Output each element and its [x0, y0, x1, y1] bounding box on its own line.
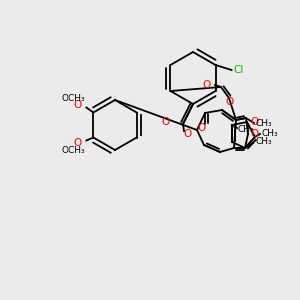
Text: OCH₃: OCH₃ — [61, 146, 85, 155]
Text: O: O — [250, 117, 258, 127]
Text: O: O — [162, 117, 170, 127]
Text: O: O — [197, 123, 205, 133]
Text: O: O — [225, 97, 233, 107]
Text: CH₃: CH₃ — [256, 119, 273, 128]
Text: CH₃: CH₃ — [255, 137, 272, 146]
Text: O: O — [250, 129, 258, 139]
Text: CH₃: CH₃ — [238, 124, 255, 134]
Text: O: O — [73, 137, 81, 148]
Text: OCH₃: OCH₃ — [61, 94, 85, 103]
Text: O: O — [184, 129, 192, 139]
Text: O: O — [203, 80, 211, 90]
Text: Cl: Cl — [233, 65, 244, 75]
Text: CH₃: CH₃ — [261, 128, 278, 137]
Text: O: O — [73, 100, 81, 110]
